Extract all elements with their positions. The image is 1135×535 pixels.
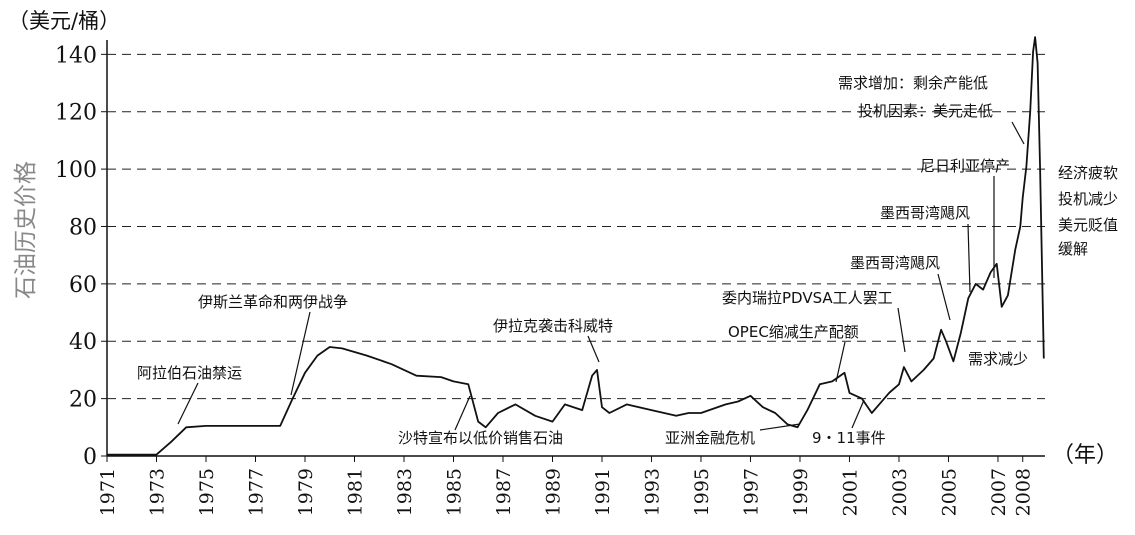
x-tick-label: 2005 bbox=[938, 468, 960, 516]
annotation-iraq-kuwait: 伊拉克袭击科威特 bbox=[493, 317, 613, 335]
y-axis-label: 石油历史价格 bbox=[13, 161, 39, 299]
x-tick-label: 2007 bbox=[988, 468, 1010, 516]
annotation-saudi-low-price: 沙特宣布以低价销售石油 bbox=[398, 429, 563, 447]
annotation-speculation-decrease: 投机减少 bbox=[1058, 190, 1118, 208]
x-tick-label: 1995 bbox=[691, 468, 713, 516]
x-tick-label: 1979 bbox=[295, 468, 317, 516]
annotation-gulf-hurricane-2: 墨西哥湾飓风 bbox=[880, 204, 970, 222]
x-tick-label: 1971 bbox=[97, 468, 119, 516]
annotation-demand-increase: 需求增加：剩余产能低 bbox=[838, 74, 988, 92]
x-tick-label: 1975 bbox=[196, 468, 218, 516]
annotation-asian-crisis: 亚洲金融危机 bbox=[665, 429, 755, 447]
annotation-economy-weak: 经济疲软 bbox=[1058, 164, 1118, 182]
x-tick-label: 1993 bbox=[641, 468, 663, 516]
annotation-dollar-depreciation: 美元贬值 bbox=[1058, 216, 1118, 234]
annotation-opec-quota: OPEC缩减生产配额 bbox=[728, 323, 859, 341]
x-tick-label: 1985 bbox=[443, 468, 465, 516]
y-tick-label: 60 bbox=[69, 273, 97, 298]
arrow-iran-revolution bbox=[290, 311, 311, 396]
y-tick-label: 140 bbox=[55, 43, 97, 68]
x-tick-label: 1991 bbox=[592, 468, 614, 516]
annotation-arab-embargo: 阿拉伯石油禁运 bbox=[137, 364, 242, 382]
x-axis-label: （年） bbox=[1052, 443, 1118, 468]
y-tick-label: 80 bbox=[69, 215, 97, 240]
arrow-speculation bbox=[1011, 121, 1025, 145]
arrow-911 bbox=[851, 399, 865, 429]
annotation-demand-decrease: 需求减少 bbox=[968, 350, 1028, 368]
x-tick-label: 2001 bbox=[839, 468, 861, 516]
y-tick-label: 20 bbox=[69, 388, 97, 413]
y-tick-label: 100 bbox=[55, 158, 97, 183]
arrow-saudi-low-price bbox=[454, 395, 471, 431]
x-tick-label: 1981 bbox=[344, 468, 366, 516]
arrow-iraq-kuwait bbox=[587, 335, 600, 363]
annotation-911: 9・11事件 bbox=[812, 429, 886, 447]
arrow-gulf-hurricane-1 bbox=[937, 273, 951, 321]
arrow-opec-quota bbox=[835, 341, 846, 383]
annotation-venezuela-strike: 委内瑞拉PDVSA工人罢工 bbox=[722, 289, 893, 307]
y-tick-label: 40 bbox=[69, 330, 97, 355]
unit-label: （美元/桶） bbox=[8, 9, 120, 33]
x-tick-label: 2008 bbox=[1013, 468, 1035, 516]
price-series-line bbox=[107, 36, 1045, 456]
y-tick-label: 0 bbox=[83, 445, 97, 470]
x-tick-label: 1973 bbox=[146, 468, 168, 516]
x-tick-label: 1999 bbox=[790, 468, 812, 516]
arrow-venezuela-strike bbox=[897, 307, 906, 353]
arrow-gulf-hurricane-2 bbox=[967, 223, 971, 293]
annotation-iran-revolution: 伊斯兰革命和两伊战争 bbox=[198, 293, 348, 311]
annotation-speculation-weak-dollar: 投机因素：美元走低 bbox=[858, 102, 993, 120]
x-tick-label: 1989 bbox=[542, 468, 564, 516]
x-tick-label: 1987 bbox=[493, 468, 515, 516]
arrow-arab-embargo bbox=[177, 382, 199, 425]
annotation-gulf-hurricane-1: 墨西哥湾飓风 bbox=[850, 254, 940, 272]
annotation-relief: 缓解 bbox=[1058, 240, 1088, 258]
x-tick-label: 1983 bbox=[394, 468, 416, 516]
arrow-asian-crisis bbox=[759, 423, 801, 431]
annotation-nigeria-shutdown: 尼日利亚停产 bbox=[920, 157, 1010, 175]
x-tick-label: 1997 bbox=[740, 468, 762, 516]
x-tick-label: 1977 bbox=[245, 468, 267, 516]
y-tick-label: 120 bbox=[55, 101, 97, 126]
x-tick-label: 2003 bbox=[889, 468, 911, 516]
